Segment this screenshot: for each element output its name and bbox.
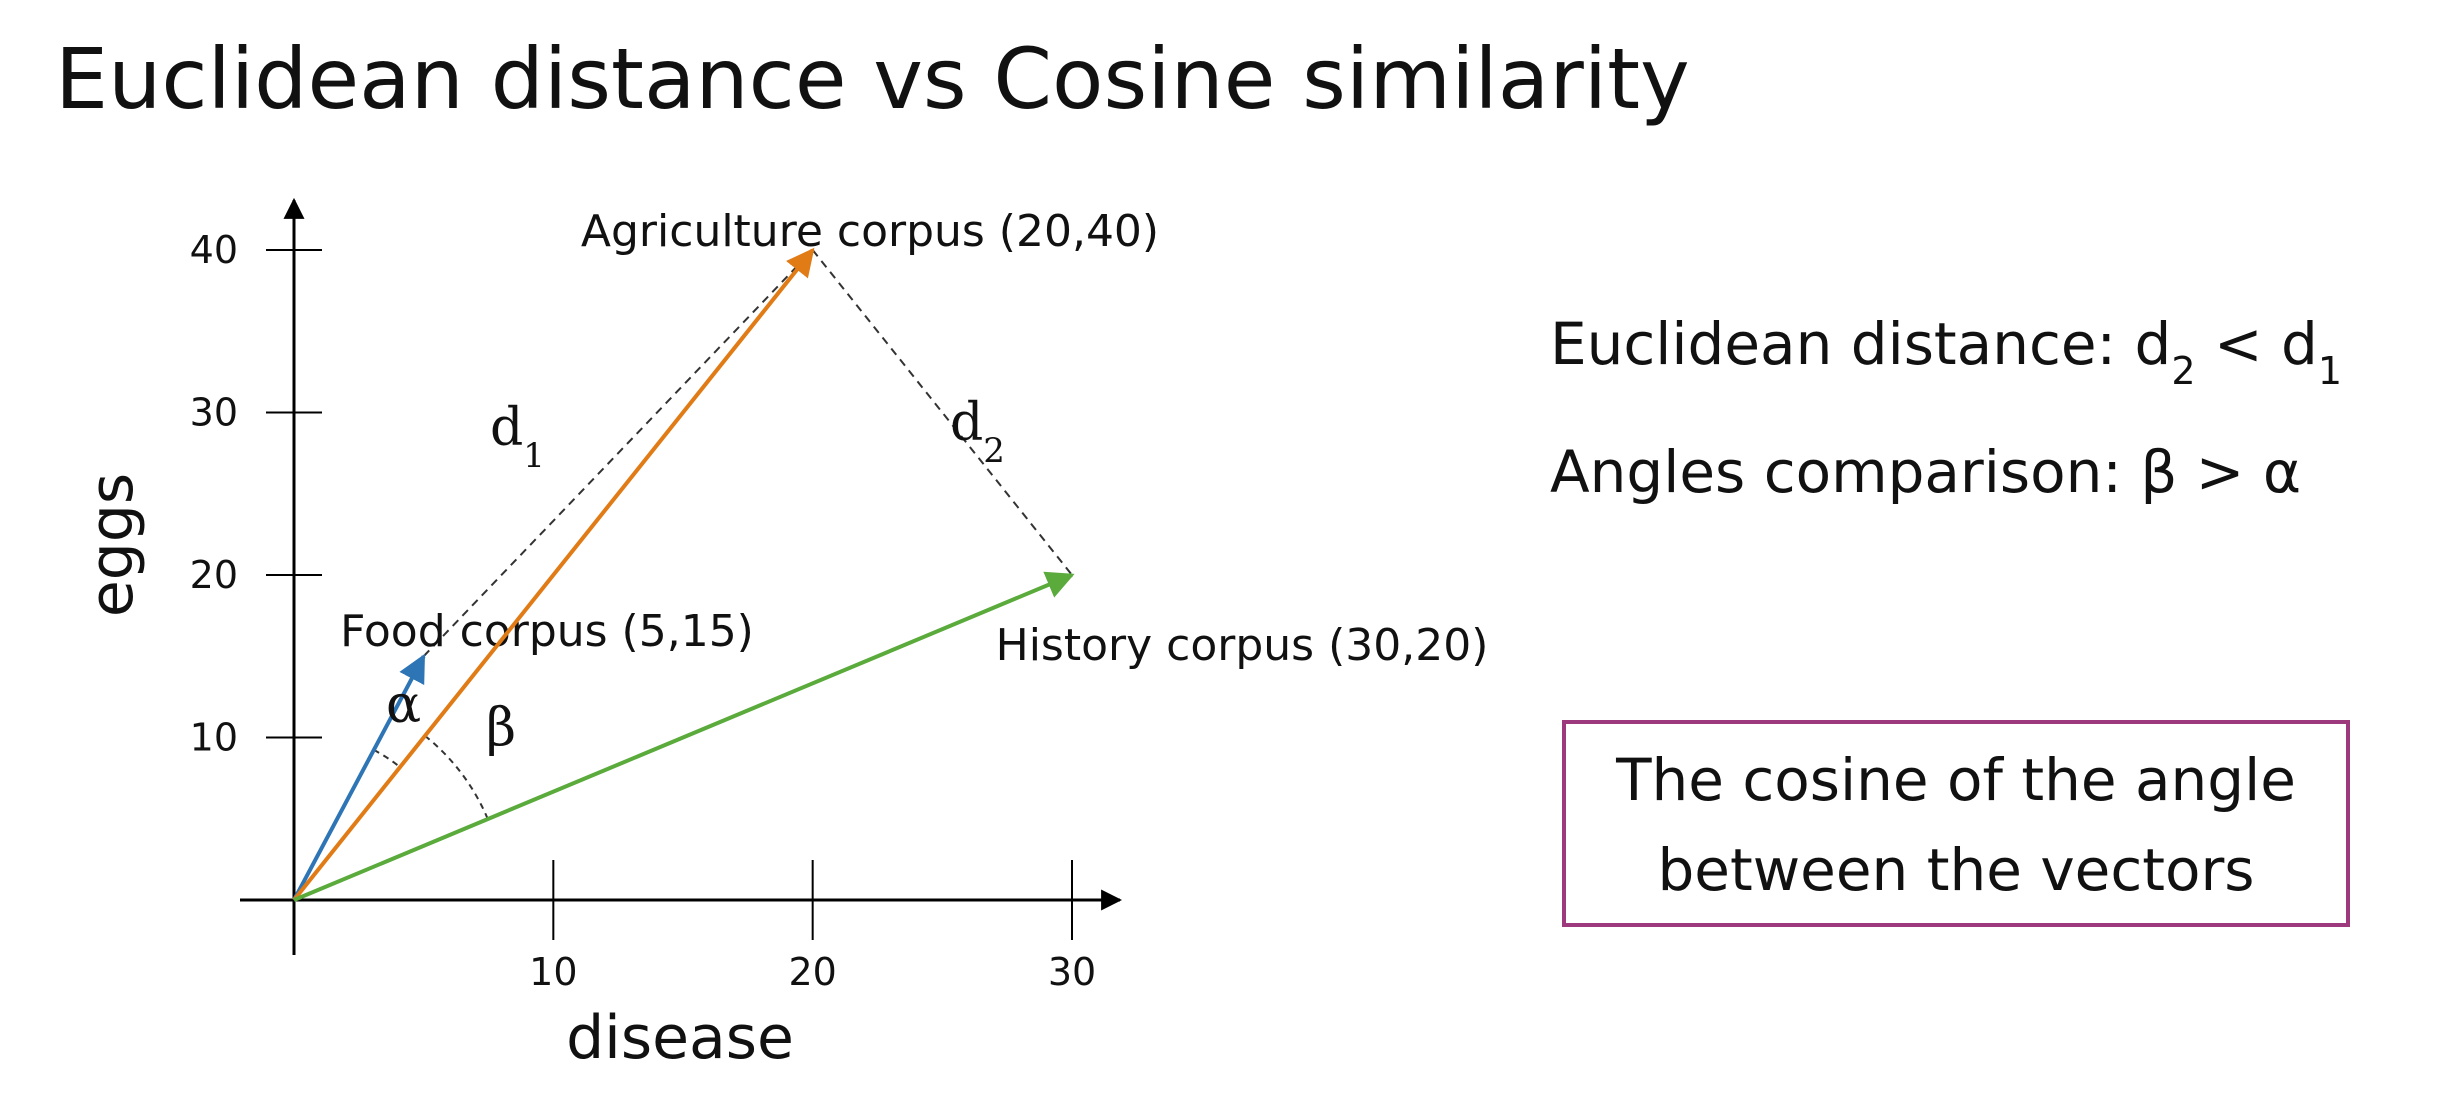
y-tick-label: 40 — [190, 228, 238, 272]
x-axis-label: disease — [566, 1003, 794, 1073]
distance-line — [811, 249, 1073, 576]
callout-text: between the vectors — [1657, 836, 2254, 904]
slide-title: Euclidean distance vs Cosine similarity — [55, 30, 1690, 128]
annotation-subscript: 2 — [983, 431, 1005, 471]
vector — [293, 571, 1075, 902]
x-tick-label: 30 — [1048, 950, 1096, 994]
x-tick-label: 10 — [529, 950, 577, 994]
y-tick-label: 10 — [190, 716, 238, 760]
note-subscript: 2 — [2171, 349, 2195, 393]
y-tick-label: 30 — [190, 391, 238, 435]
note: Angles comparison: β > α — [1550, 438, 2301, 506]
note-text: < d — [2196, 310, 2318, 378]
angle-arc — [373, 749, 401, 768]
annotation: d1 — [490, 398, 545, 476]
callout-box — [1562, 720, 2350, 927]
note: Euclidean distance: d2 < d1 — [1550, 310, 2342, 393]
annotation: d2 — [950, 393, 1005, 471]
vector-label: Food corpus (5,15) — [340, 606, 754, 657]
note-text: Euclidean distance: d — [1550, 310, 2171, 378]
annotation: α — [386, 675, 421, 735]
annotation-subscript: 1 — [523, 436, 545, 476]
annotation-text: β — [486, 698, 516, 758]
note-text: Angles comparison: β > α — [1550, 438, 2301, 506]
distance-line — [422, 249, 814, 657]
annotation: β — [486, 698, 516, 758]
y-tick-label: 20 — [190, 553, 238, 597]
angle-arc — [424, 735, 489, 820]
y-axis-label: eggs — [77, 473, 147, 617]
vector-label: History corpus (30,20) — [996, 620, 1489, 671]
note-subscript: 1 — [2318, 349, 2342, 393]
vector — [292, 653, 426, 901]
annotation-text: d — [950, 393, 983, 453]
x-tick-label: 20 — [788, 950, 836, 994]
annotation-text: d — [490, 398, 523, 458]
vector-label: Agriculture corpus (20,40) — [581, 206, 1159, 257]
annotation-text: α — [386, 675, 421, 735]
callout-text: The cosine of the angle — [1615, 746, 2296, 814]
vector — [292, 247, 815, 902]
